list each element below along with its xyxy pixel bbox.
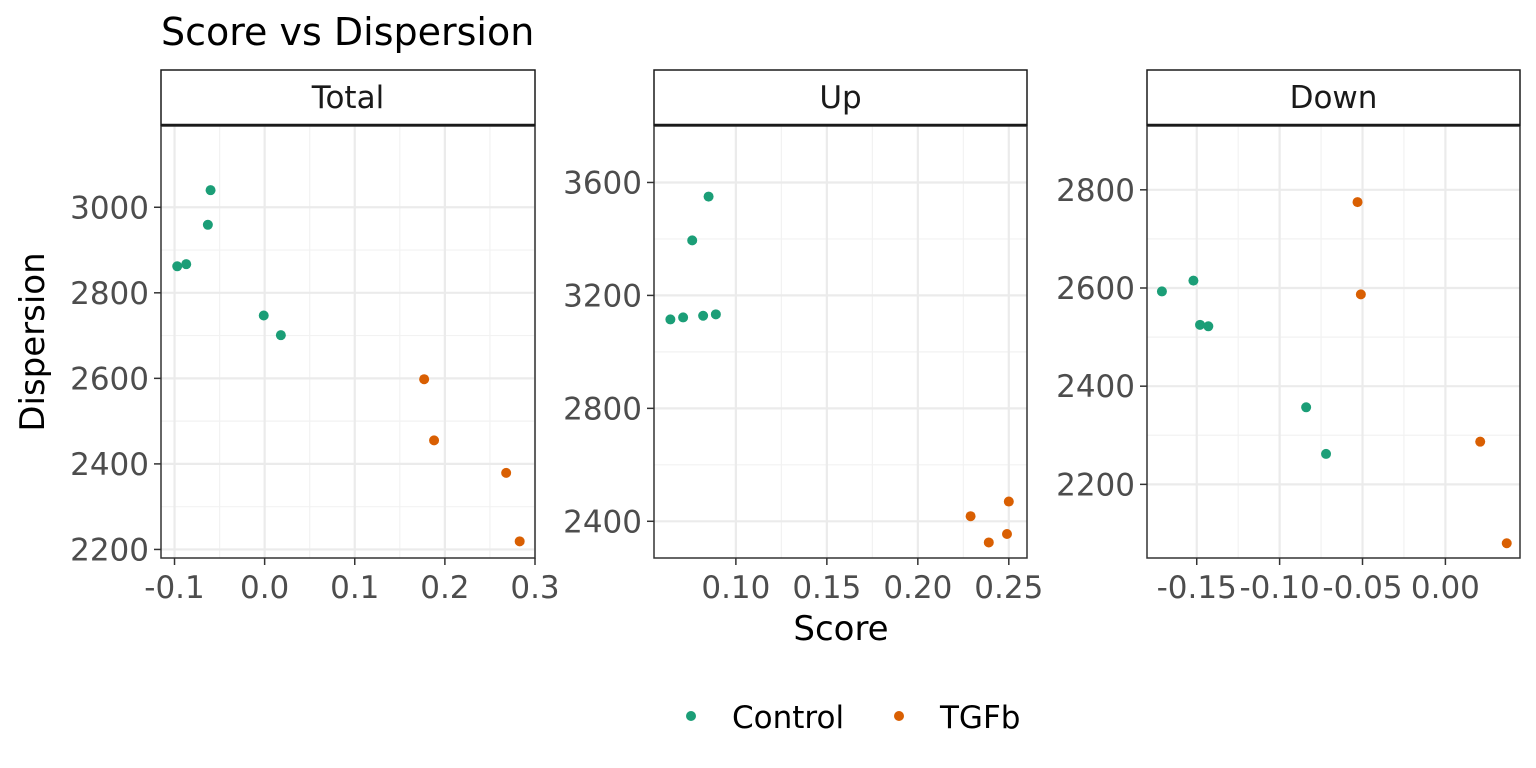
x-tick-label: 0.00 [1411,570,1480,606]
y-tick-label: 2400 [563,504,642,540]
point-control [1301,402,1312,413]
legend: Control TGFb [686,700,1020,736]
strip-label: Down [1290,80,1378,116]
point-tgfb [419,374,430,385]
x-tick-label: -0.1 [144,570,205,606]
point-tgfb [514,536,525,547]
point-control [205,185,216,196]
panel-border [653,125,1028,559]
point-tgfb [1001,529,1012,539]
point-tgfb [429,435,440,446]
point-control [1195,319,1206,330]
legend-key [894,711,904,721]
x-tick-label: 0.15 [792,570,861,606]
y-tick-label: 2200 [70,532,149,568]
y-tick-label: 2600 [1056,271,1135,307]
legend-label: Control [732,700,844,736]
point-control [687,235,698,246]
legend-item-tgfb: TGFb [894,700,1020,736]
point-control [275,330,286,341]
y-tick-label: 3200 [563,278,642,314]
x-tick-label: 0.20 [883,570,952,606]
y-tick-label: 2800 [563,391,642,427]
legend-key [686,711,696,721]
strip-label: Total [311,80,384,116]
point-control [1188,275,1199,286]
y-tick-label: 3600 [563,165,642,201]
x-tick-label: 0.25 [974,570,1043,606]
point-tgfb [965,511,976,522]
chart-title: Score vs Dispersion [161,10,534,54]
y-tick-label: 2400 [70,447,149,483]
legend-item-control: Control [686,700,844,736]
point-control [258,310,269,321]
y-tick-label: 2400 [1056,369,1135,405]
point-control [1203,321,1214,332]
point-tgfb [1501,538,1512,549]
y-tick-label: 3000 [70,190,149,226]
strip-box [1146,69,1521,126]
facet-panel-total: Total -0.1 0.0 0.1 0.2 0.3 2200 2400 2600 2800 300… [70,69,560,606]
y-tick-label: 2200 [1056,467,1135,503]
y-tick-label: 2800 [70,276,149,312]
x-tick-label: -0.10 [1240,570,1320,606]
point-tgfb [983,537,994,548]
point-control [181,259,192,270]
point-control [710,309,721,320]
point-control [172,261,183,272]
point-tgfb [1355,289,1366,300]
facet-panel-down: Down -0.15 -0.10 -0.05 0.00 2200 2400 2600 2800 [1056,69,1521,606]
y-axis-title: Dispersion [13,252,53,431]
legend-label: TGFb [939,700,1020,736]
strip-box [653,69,1028,126]
x-tick-label: -0.05 [1322,570,1402,606]
panel-border [160,125,536,559]
x-tick-label: 0.3 [510,570,559,606]
point-control [698,310,709,321]
facet-panels: Total -0.1 0.0 0.1 0.2 0.3 2200 2400 2600 2800 300… [70,69,1521,606]
x-tick-label: 0.1 [330,570,379,606]
point-tgfb [1475,436,1486,447]
x-tick-label: 0.2 [420,570,469,606]
y-tick-label: 2800 [1056,173,1135,209]
strip-label: Up [819,80,861,116]
point-control [1321,448,1332,459]
point-control [678,312,689,323]
x-tick-label: -0.15 [1157,570,1237,606]
y-tick-label: 2600 [70,361,149,397]
point-tgfb [1352,197,1363,208]
point-control [1156,286,1167,297]
point-control [665,314,676,325]
x-tick-label: 0.0 [240,570,289,606]
point-tgfb [1003,496,1014,507]
strip-box [160,69,536,126]
facet-panel-up: Up 0.10 0.15 0.20 0.25 2400 2800 3200 3600 [563,69,1043,606]
point-control [703,191,714,202]
point-tgfb [501,467,512,478]
x-axis-title: Score [793,609,888,649]
point-control [202,219,213,230]
x-tick-label: 0.10 [701,570,770,606]
